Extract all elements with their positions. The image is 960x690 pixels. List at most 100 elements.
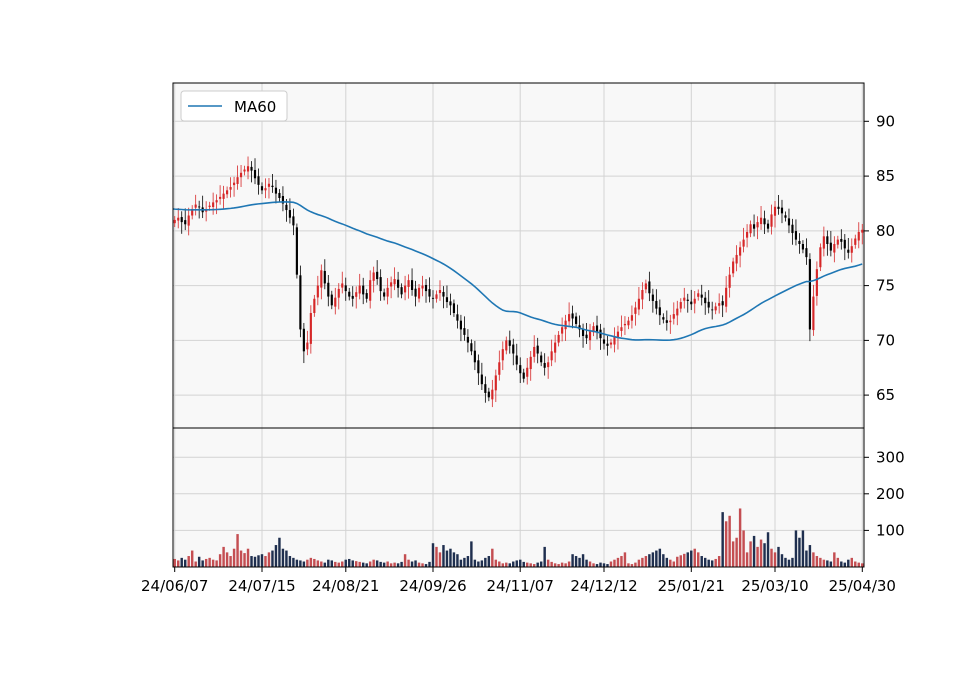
candle-body (554, 342, 557, 353)
x-tick-label: 24/07/15 (228, 577, 295, 595)
candle-body (784, 215, 787, 218)
candle-body (536, 345, 539, 354)
candle-body (327, 282, 330, 297)
volume-bar (431, 543, 435, 567)
candle-body (602, 339, 606, 344)
candle-body (393, 279, 396, 285)
volume-bar (208, 557, 211, 567)
volume-bar (386, 561, 389, 567)
volume-bar (323, 562, 327, 567)
volume-bar (843, 562, 847, 567)
candle-body (410, 280, 414, 290)
volume-bar (515, 560, 518, 567)
volume-bar (260, 554, 264, 567)
candle-body (697, 293, 700, 297)
candle-body (424, 284, 428, 292)
volume-bar (204, 558, 208, 567)
volume-bar (473, 559, 477, 567)
candle-body (742, 239, 745, 247)
candle-body (571, 313, 574, 319)
candle-body (414, 288, 417, 297)
candle-body (334, 297, 337, 307)
volume-bar (683, 553, 686, 567)
volume-bar (588, 561, 592, 567)
candle-body (606, 343, 609, 346)
candle-body (302, 328, 305, 352)
volume-bar (285, 550, 288, 567)
volume-bar (410, 561, 414, 567)
candle-body (358, 285, 361, 294)
volume-bar (334, 561, 337, 567)
candle-body (215, 200, 218, 203)
volume-bar (546, 559, 550, 567)
candle-body (609, 342, 613, 345)
volume-bar (700, 556, 703, 567)
volume-bar (438, 552, 442, 567)
candle-body (236, 177, 239, 184)
volume-panel-background (173, 428, 864, 567)
candle-body (519, 365, 522, 374)
volume-bar (218, 554, 222, 567)
candle-body (295, 227, 298, 275)
volume-bar (407, 559, 410, 567)
volume-bar (498, 561, 501, 567)
volume-bar (847, 559, 850, 567)
candle-body (547, 362, 550, 368)
candle-body (494, 375, 497, 391)
volume-bar (585, 559, 588, 567)
volume-bar (459, 559, 463, 567)
candle-body (348, 291, 351, 297)
volume-bar (278, 537, 281, 567)
candle-body (386, 287, 389, 297)
volume-bar (522, 561, 525, 567)
x-tick-label: 24/11/07 (487, 577, 554, 595)
volume-bar (187, 556, 190, 567)
volume-bar (829, 561, 833, 567)
candle-body (826, 236, 829, 244)
candle-body (173, 219, 176, 224)
volume-bar (623, 552, 627, 567)
candle-body (278, 192, 281, 198)
volume-bar (777, 546, 780, 567)
volume-bar (442, 545, 445, 567)
volume-bar (822, 559, 826, 567)
volume-bar (644, 556, 648, 567)
volume-bar (697, 552, 700, 567)
volume-bar (365, 563, 368, 567)
volume-bar (665, 557, 669, 567)
volume-bar (368, 561, 372, 567)
candle-body (850, 246, 853, 253)
volume-bar (595, 564, 599, 567)
volume-bar (641, 557, 644, 567)
volume-bar (177, 560, 180, 567)
volume-bar (327, 559, 330, 567)
candle-body (533, 346, 536, 357)
volume-bar (197, 556, 201, 567)
volume-bar (351, 560, 354, 567)
candle-body (442, 291, 445, 297)
volume-bar (571, 554, 574, 567)
volume-bar (243, 553, 246, 567)
candle-body (700, 294, 703, 298)
volume-bar (791, 557, 794, 567)
candle-body (641, 290, 644, 300)
candle-body (623, 323, 627, 326)
candle-body (431, 297, 435, 299)
volume-bar (686, 552, 689, 567)
candle-body (819, 247, 822, 268)
volume-bar (812, 552, 815, 567)
candle-body (232, 182, 236, 186)
candle-body (711, 309, 714, 311)
volume-bar (417, 562, 421, 567)
volume-bar (435, 546, 438, 567)
candle-body (787, 218, 791, 226)
candle-body (477, 360, 480, 374)
volume-bar (714, 558, 717, 567)
volume-bar (396, 563, 400, 567)
candle-body (759, 217, 763, 225)
volume-bar (606, 564, 609, 567)
candle-body (801, 244, 804, 250)
volume-bar (630, 564, 634, 567)
candle-body (658, 307, 661, 316)
candle-body (501, 349, 504, 361)
